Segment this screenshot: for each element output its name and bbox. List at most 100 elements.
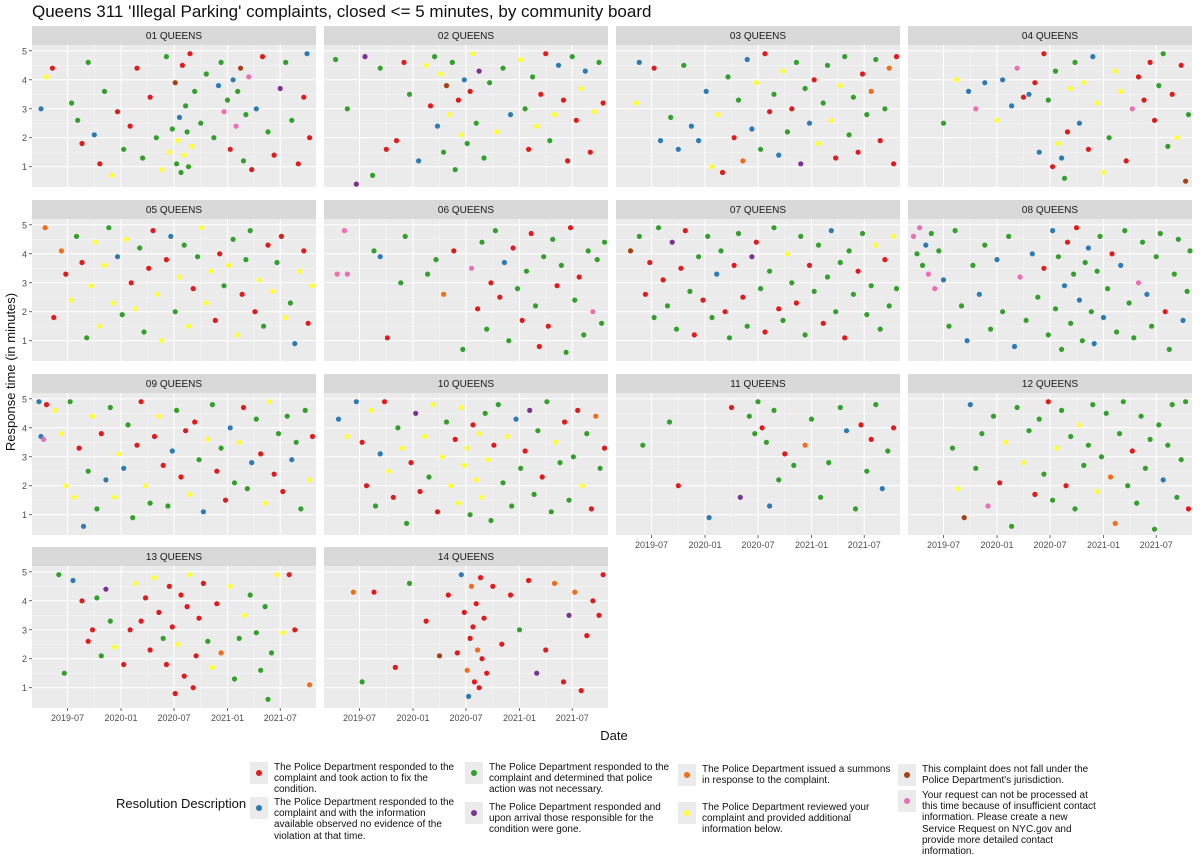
chart-title: Queens 311 'Illegal Parking' complaints,… [32, 2, 652, 21]
data-point [700, 297, 706, 303]
data-point [175, 641, 181, 647]
data-point [1076, 297, 1082, 303]
data-point [1076, 120, 1082, 126]
data-point [994, 257, 1000, 263]
data-point [877, 138, 883, 144]
data-point [79, 598, 85, 604]
data-point [133, 306, 139, 312]
data-point [146, 265, 152, 271]
data-point [1153, 254, 1159, 260]
data-point [119, 312, 125, 318]
data-point [398, 280, 404, 286]
data-point [377, 65, 383, 71]
data-point [578, 85, 584, 92]
data-point [271, 471, 277, 477]
data-point [719, 169, 726, 176]
data-point [793, 300, 800, 306]
data-point [280, 488, 286, 495]
facet-label: 02 QUEENS [438, 31, 494, 42]
data-point [1090, 54, 1096, 60]
data-point [476, 685, 482, 691]
data-point [217, 251, 223, 257]
data-point [203, 71, 209, 77]
data-point [178, 592, 184, 598]
data-point [443, 83, 450, 89]
data-point [477, 575, 484, 581]
data-point [1014, 404, 1020, 411]
data-point [1082, 259, 1088, 266]
data-point [184, 129, 190, 135]
data-point [137, 245, 143, 251]
data-point [1156, 422, 1162, 428]
facet-label: 09 QUEENS [146, 379, 202, 390]
facet-strip [32, 200, 316, 219]
data-point [189, 143, 195, 149]
data-point [154, 291, 160, 297]
data-point [1017, 274, 1023, 280]
data-point [958, 303, 965, 309]
data-point [406, 91, 413, 97]
data-point [52, 407, 58, 413]
data-point [458, 572, 464, 578]
data-point [51, 314, 57, 321]
data-point [673, 326, 680, 332]
data-point [185, 164, 192, 170]
data-point [195, 254, 201, 260]
data-point [163, 257, 169, 263]
data-point [371, 589, 377, 595]
data-point [873, 402, 879, 408]
data-point [735, 230, 742, 237]
data-point [1134, 500, 1140, 506]
data-point [507, 112, 514, 118]
data-point [753, 80, 759, 86]
data-point [528, 230, 534, 237]
data-point [952, 228, 958, 234]
data-point [79, 140, 85, 147]
data-point [178, 169, 184, 176]
data-point [109, 172, 115, 178]
data-point [41, 436, 47, 442]
data-point [596, 612, 602, 618]
data-point [1068, 85, 1074, 92]
data-point [239, 291, 245, 297]
data-point [946, 323, 952, 329]
data-point [159, 338, 165, 344]
legend-dot [256, 770, 262, 776]
data-point [954, 77, 960, 83]
y-tick-label: 3 [22, 452, 27, 462]
data-point [802, 332, 808, 338]
data-point [522, 448, 528, 454]
data-point [1055, 140, 1061, 147]
data-point [452, 167, 458, 173]
data-point [97, 161, 103, 167]
data-point [1144, 291, 1150, 297]
data-point [218, 650, 224, 656]
data-point [877, 326, 883, 332]
data-point [500, 65, 506, 71]
data-point [859, 71, 866, 77]
facet-strip [616, 26, 900, 45]
data-point [302, 407, 308, 413]
data-point [815, 242, 822, 248]
data-point [386, 468, 392, 474]
data-point [1135, 74, 1142, 80]
data-point [850, 94, 857, 100]
data-point [1026, 428, 1032, 434]
data-point [762, 51, 768, 57]
data-point [513, 416, 519, 422]
legend-label: The Police Department issued a summons i… [702, 764, 891, 787]
data-point [140, 155, 146, 161]
data-point [744, 323, 750, 329]
data-point [85, 638, 91, 644]
data-point [534, 670, 540, 676]
data-point [1114, 329, 1120, 335]
data-point [335, 416, 342, 422]
legend-item: The Police Department reviewed your comp… [678, 802, 898, 836]
data-point [1055, 254, 1061, 260]
data-point [660, 277, 666, 283]
data-point [666, 419, 673, 425]
x-tick-label: 2020-01 [397, 713, 430, 723]
data-point [793, 59, 800, 65]
data-point [475, 647, 481, 653]
data-point [808, 416, 815, 422]
